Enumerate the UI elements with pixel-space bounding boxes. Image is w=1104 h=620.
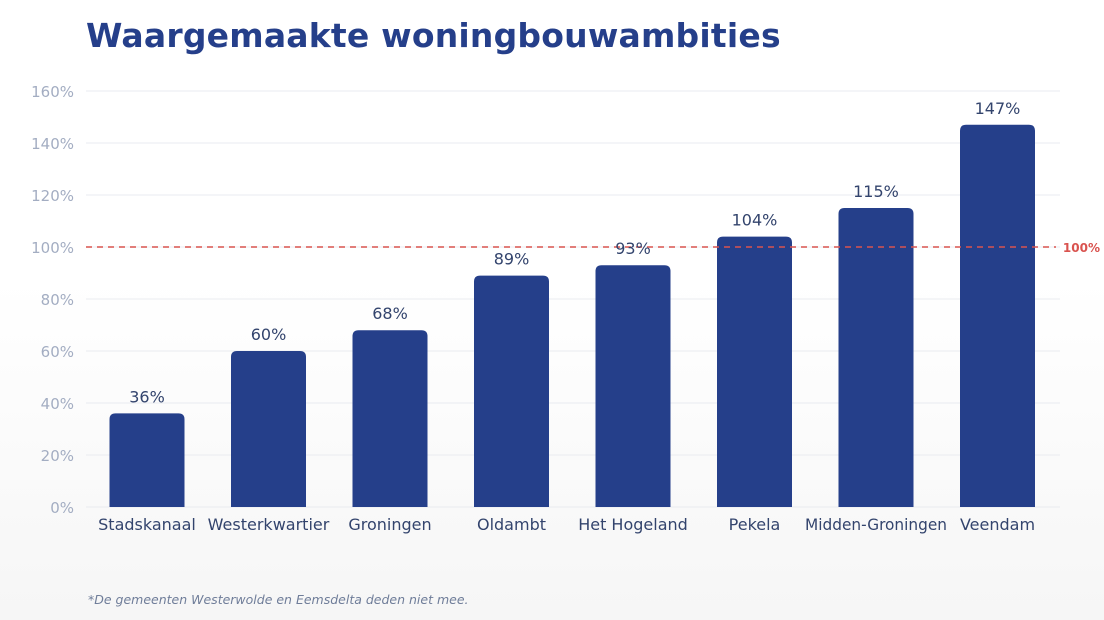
category-label: Veendam (960, 515, 1035, 534)
y-axis-ticks: 0% 20% 40% 60% 80% 100% 120% 140% 160% (31, 83, 74, 517)
y-tick-label: 140% (31, 135, 74, 153)
y-tick-label: 80% (41, 291, 74, 309)
bar-stadskanaal (109, 413, 185, 507)
value-label: 36% (129, 387, 165, 406)
reference-line-label: 100% (1063, 241, 1100, 255)
category-label: Groningen (348, 515, 431, 534)
value-label: 89% (494, 250, 530, 269)
y-tick-label: 160% (31, 83, 74, 101)
y-tick-label: 60% (41, 343, 74, 361)
bar-midden-groningen (838, 208, 914, 507)
bar-groningen (352, 330, 428, 507)
value-label: 147% (975, 99, 1021, 118)
value-labels: 36% 60% 68% 89% 93% 104% 115% 147% (129, 99, 1020, 407)
bars (109, 124, 1035, 508)
value-label: 115% (853, 182, 899, 201)
chart-title: Waargemaakte woningbouwambities (86, 16, 781, 55)
bar-het-hogeland (595, 265, 671, 507)
value-label: 93% (615, 239, 651, 258)
value-label: 104% (732, 211, 778, 230)
category-label: Pekela (729, 515, 781, 534)
bar-westerkwartier (231, 351, 306, 507)
footnote: *De gemeenten Westerwolde en Eemsdelta d… (88, 592, 469, 607)
y-tick-label: 120% (31, 187, 74, 205)
bar-veendam (960, 124, 1035, 508)
category-label: Het Hogeland (578, 515, 688, 534)
category-label: Stadskanaal (98, 515, 196, 534)
value-label: 68% (372, 304, 408, 323)
y-tick-label: 40% (41, 395, 74, 413)
category-label: Midden-Groningen (805, 515, 947, 534)
bar-pekela (717, 236, 792, 507)
y-tick-label: 0% (50, 499, 74, 517)
category-label: Westerkwartier (208, 515, 330, 534)
y-tick-label: 100% (31, 239, 74, 257)
reference-line-group: 100% (86, 241, 1100, 255)
value-label: 60% (251, 325, 287, 344)
category-label: Oldambt (477, 515, 546, 534)
category-labels: Stadskanaal Westerkwartier Groningen Oldamb… (98, 515, 1035, 534)
y-tick-label: 20% (41, 447, 74, 465)
bar-oldambt (474, 275, 549, 507)
